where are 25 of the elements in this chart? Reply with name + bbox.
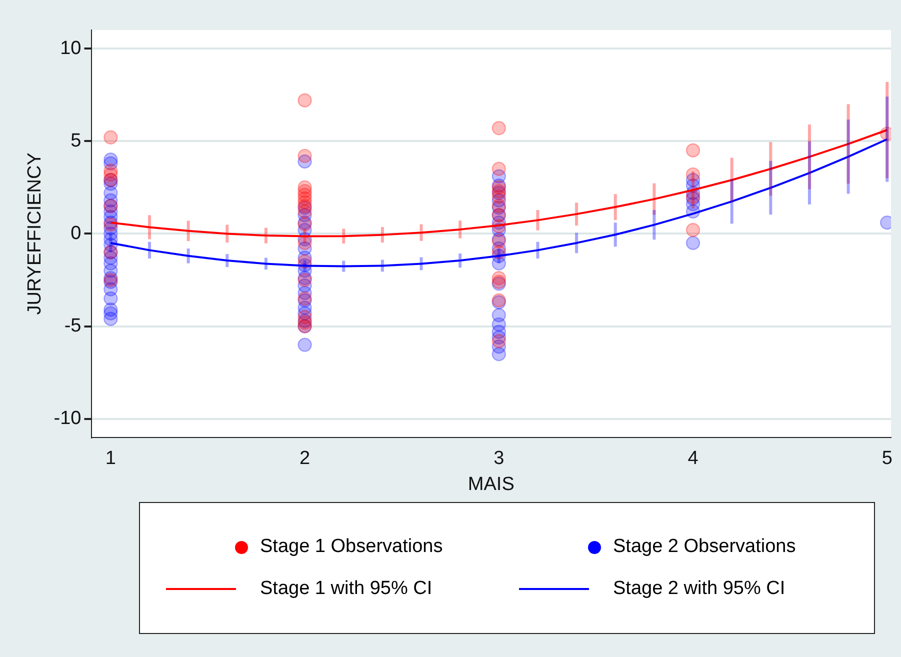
point	[298, 148, 312, 164]
point	[492, 334, 506, 348]
point	[686, 222, 700, 238]
legend-label: Stage 1 with 95% CI	[260, 578, 432, 600]
x-tick-label: 2	[299, 448, 310, 470]
y-tick-label: 5	[70, 130, 82, 152]
point	[492, 162, 506, 176]
y-axis-title: JURYEFFICIENCY	[24, 152, 46, 315]
y-tick-label: -10	[54, 408, 82, 430]
x-axis-title: MAIS	[468, 474, 514, 495]
x-tick-label: 4	[688, 448, 699, 470]
point	[298, 204, 312, 219]
y-tick-label: 0	[70, 222, 82, 244]
point	[104, 130, 118, 145]
point	[492, 121, 506, 136]
point	[298, 93, 312, 108]
y-tick-label: 10	[60, 38, 82, 59]
x-tick-label: 5	[882, 448, 892, 470]
y-tick-label: -5	[64, 316, 82, 337]
legend-label: Stage 2 with 95% CI	[613, 578, 786, 600]
legend-label: Stage 2 Observations	[613, 536, 796, 558]
point	[686, 143, 700, 158]
x-tick-label: 3	[494, 448, 504, 470]
legend-label: Stage 1 Observations	[260, 536, 443, 558]
x-tick-label: 1	[105, 448, 116, 470]
